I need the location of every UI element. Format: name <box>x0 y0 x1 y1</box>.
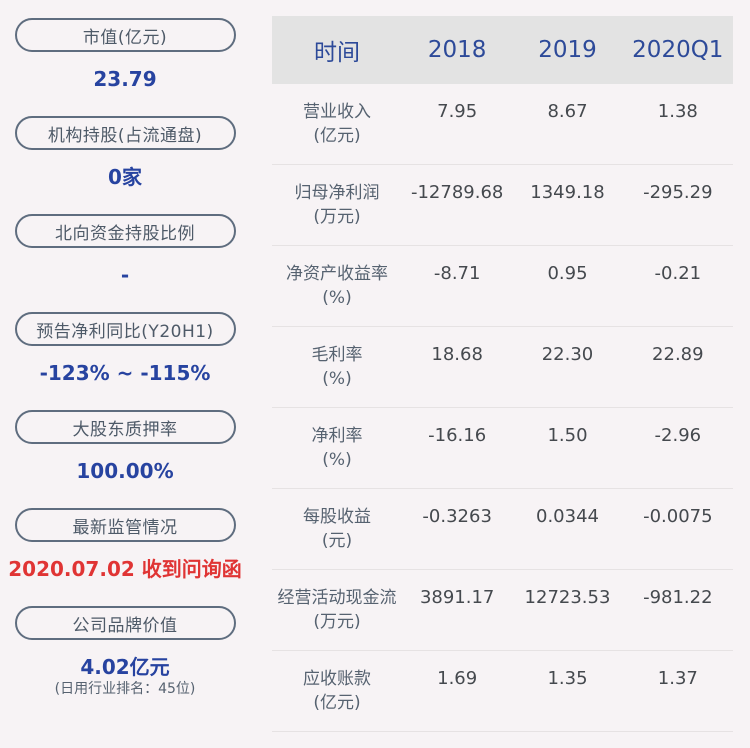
row-metric-name: 归母净利润 <box>294 183 380 203</box>
table-row: 净资产收益率 (%) -8.71 0.95 -0.21 <box>272 246 733 327</box>
table-cell: 0.95 <box>547 263 588 284</box>
metric-value: 4.02亿元 <box>80 655 170 679</box>
metric-pill-button[interactable]: 预告净利同比(Y20H1) <box>14 312 236 346</box>
sidebar-metric-block: 北向资金持股比例 - <box>0 214 250 312</box>
metric-value: - <box>120 263 130 287</box>
table-cell: -2.96 <box>654 425 702 446</box>
sidebar-metric-block: 市值(亿元) 23.79 <box>0 18 250 116</box>
row-metric-unit: (%) <box>322 450 352 470</box>
table-cell: -295.29 <box>643 182 713 203</box>
table-cell: 22.30 <box>541 344 594 365</box>
table-row: 应收账款 (亿元) 1.69 1.35 1.37 <box>272 651 733 732</box>
sidebar-metric-block: 机构持股(占流通盘) 0家 <box>0 116 250 214</box>
row-label: 经营活动现金流 (万元) <box>272 586 402 634</box>
metric-subtitle: (日用行业排名：45位) <box>54 681 196 697</box>
table-header-year: 2019 <box>538 37 597 63</box>
table-cell: 1.37 <box>657 668 698 689</box>
row-metric-name: 毛利率 <box>311 345 363 365</box>
table-cell: 18.68 <box>431 344 483 365</box>
row-metric-unit: (元) <box>321 531 353 551</box>
table-cell: 1349.18 <box>530 182 605 203</box>
table-cell: 22.89 <box>652 344 704 365</box>
table-row: 每股收益 (元) -0.3263 0.0344 -0.0075 <box>272 489 733 570</box>
table-header-year: 2018 <box>427 37 487 63</box>
table-cell: -0.3263 <box>422 506 492 527</box>
metric-pill-button[interactable]: 大股东质押率 <box>14 410 236 444</box>
table-cell: 8.67 <box>547 101 588 122</box>
row-label: 毛利率 (%) <box>272 343 402 391</box>
row-metric-unit: (%) <box>322 288 352 308</box>
metric-value: -123% ~ -115% <box>39 361 211 385</box>
row-label: 应收账款 (亿元) <box>272 667 402 715</box>
row-metric-name: 净利率 <box>311 426 363 446</box>
metric-value: 0家 <box>108 165 142 189</box>
metric-value: 23.79 <box>93 67 157 91</box>
row-metric-unit: (%) <box>322 369 352 389</box>
row-metric-unit: (万元) <box>313 612 361 632</box>
table-cell: -981.22 <box>643 587 713 608</box>
metric-pill-button[interactable]: 公司品牌价值 <box>14 606 236 640</box>
row-label: 归母净利润 (万元) <box>272 181 402 229</box>
row-metric-name: 营业收入 <box>303 102 371 122</box>
table-row: 毛利率 (%) 18.68 22.30 22.89 <box>272 327 733 408</box>
row-metric-name: 应收账款 <box>303 669 371 689</box>
table-cell: 7.95 <box>437 101 478 122</box>
metric-pill-button[interactable]: 市值(亿元) <box>14 18 236 52</box>
financial-summary-panel: 市值(亿元) 23.79 机构持股(占流通盘) 0家 北向资金持股比例 - 预告… <box>0 0 733 732</box>
row-metric-unit: (亿元) <box>313 126 361 146</box>
row-metric-name: 每股收益 <box>303 507 371 527</box>
table-cell: -0.21 <box>654 263 702 284</box>
table-cell: 1.69 <box>437 668 478 689</box>
table-row: 经营活动现金流 (万元) 3891.17 12723.53 -981.22 <box>272 570 733 651</box>
financials-table: 时间 2018 2019 2020Q1 营业收入 (亿元) 7.95 8.67 … <box>272 16 733 732</box>
row-label: 营业收入 (亿元) <box>272 100 402 148</box>
sidebar-metric-block: 预告净利同比(Y20H1) -123% ~ -115% <box>0 312 250 410</box>
sidebar-metric-block: 大股东质押率 100.00% <box>0 410 250 508</box>
row-label: 净资产收益率 (%) <box>272 262 402 310</box>
table-cell: 1.35 <box>547 668 588 689</box>
table-cell: 12723.53 <box>524 587 611 608</box>
metric-value: 100.00% <box>76 459 174 483</box>
metric-pill-button[interactable]: 最新监管情况 <box>14 508 236 542</box>
table-row: 营业收入 (亿元) 7.95 8.67 1.38 <box>272 84 733 165</box>
table-cell: 0.0344 <box>536 506 599 527</box>
sidebar: 市值(亿元) 23.79 机构持股(占流通盘) 0家 北向资金持股比例 - 预告… <box>0 0 250 732</box>
table-cell: -12789.68 <box>410 182 504 203</box>
sidebar-metric-block: 公司品牌价值 4.02亿元 (日用行业排名：45位) <box>0 606 250 704</box>
table-cell: -0.0075 <box>643 506 713 527</box>
table-cell: -16.16 <box>428 425 487 446</box>
sidebar-metric-block: 最新监管情况 2020.07.02 收到问询函 <box>0 508 250 606</box>
table-cell: 3891.17 <box>419 587 495 608</box>
table-cell: 1.50 <box>547 425 588 446</box>
metric-pill-button[interactable]: 机构持股(占流通盘) <box>14 116 236 150</box>
metric-pill-button[interactable]: 北向资金持股比例 <box>14 214 236 248</box>
row-metric-unit: (万元) <box>313 207 361 227</box>
table-header: 时间 2018 2019 2020Q1 <box>272 16 733 84</box>
table-header-time-label: 时间 <box>314 40 360 66</box>
row-metric-name: 经营活动现金流 <box>277 588 397 608</box>
metric-value: 2020.07.02 收到问询函 <box>8 557 242 581</box>
table-row: 净利率 (%) -16.16 1.50 -2.96 <box>272 408 733 489</box>
table-cell: -8.71 <box>433 263 481 284</box>
table-row: 归母净利润 (万元) -12789.68 1349.18 -295.29 <box>272 165 733 246</box>
table-cell: 1.38 <box>657 101 698 122</box>
table-header-year: 2020Q1 <box>632 37 724 63</box>
row-metric-name: 净资产收益率 <box>286 264 388 284</box>
row-label: 净利率 (%) <box>272 424 402 472</box>
row-metric-unit: (亿元) <box>313 693 361 713</box>
table-body: 营业收入 (亿元) 7.95 8.67 1.38 归母净利润 (万元) -127… <box>272 84 733 732</box>
row-label: 每股收益 (元) <box>272 505 402 553</box>
